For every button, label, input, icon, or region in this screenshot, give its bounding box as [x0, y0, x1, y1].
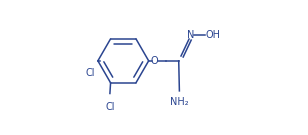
Text: NH₂: NH₂ — [170, 97, 189, 107]
Text: N: N — [187, 30, 194, 40]
Text: Cl: Cl — [86, 68, 95, 78]
Text: Cl: Cl — [106, 102, 115, 112]
Text: O: O — [151, 56, 159, 66]
Text: OH: OH — [205, 30, 221, 40]
